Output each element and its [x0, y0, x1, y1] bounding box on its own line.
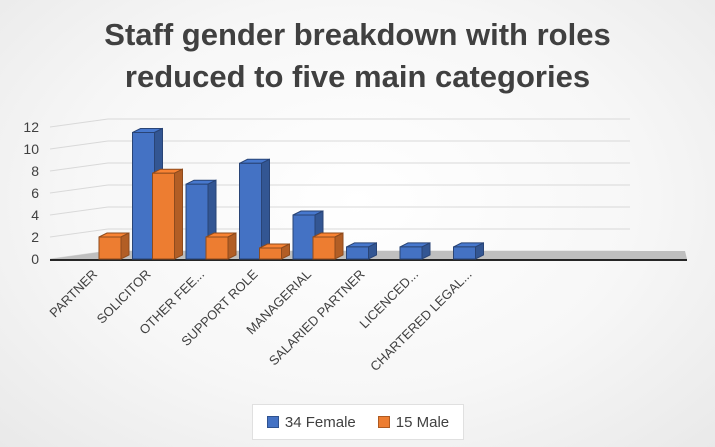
bar-male-1-side: [174, 168, 183, 260]
gridline-depth-1: [49, 228, 109, 238]
bar-female-7: [453, 246, 476, 260]
chart-legend: 34 Female 15 Male: [252, 404, 464, 440]
chart-title-line-1: Staff gender breakdown with roles: [104, 17, 611, 52]
bar-male-1: [152, 172, 175, 260]
y-tick-label: 4: [31, 207, 39, 223]
bar-female-5: [346, 246, 369, 260]
x-tick-label: PARTNER: [46, 267, 100, 321]
gridline-depth-3: [49, 184, 109, 194]
bar-male-4: [312, 236, 336, 260]
bar-female-4: [292, 214, 316, 260]
gridline-depth-4: [49, 162, 109, 172]
y-tick-label: 6: [31, 185, 39, 201]
legend-item-male: 15 Male: [377, 413, 450, 431]
y-tick-label: 12: [23, 119, 39, 135]
y-tick-label: 10: [23, 141, 39, 157]
legend-item-female: 34 Female: [266, 413, 356, 431]
bar-female-2: [185, 183, 209, 260]
chart-title-line-2: reduced to five main categories: [124, 59, 591, 94]
y-tick-label: 0: [31, 251, 39, 267]
y-tick-label: 2: [31, 229, 39, 245]
legend-swatch-female: [266, 416, 279, 428]
legend-label-female: 34 Female: [284, 413, 356, 431]
bar-male-4-side: [334, 232, 344, 260]
gridline-depth-2: [49, 206, 109, 216]
bar-male-0-side: [120, 232, 130, 260]
gridline-depth-6: [49, 118, 109, 128]
x-tick-label: CHARTERED LEGAL...: [367, 267, 475, 375]
bar-female-1: [132, 132, 155, 260]
bar-male-2-side: [227, 232, 237, 260]
bar-female-6: [399, 246, 423, 260]
bar-female-3: [239, 162, 262, 260]
y-tick-label: 8: [31, 163, 39, 179]
chart-title: Staff gender breakdown with roles reduce…: [0, 14, 715, 98]
bar-male-0: [98, 236, 122, 260]
bar-male-2: [205, 236, 229, 260]
legend-swatch-male: [377, 416, 390, 428]
gridline-depth-5: [49, 140, 109, 150]
legend-label-male: 15 Male: [395, 413, 450, 431]
x-tick-label: SALARIED PARTNER: [266, 267, 368, 369]
bar-male-3: [259, 247, 282, 260]
